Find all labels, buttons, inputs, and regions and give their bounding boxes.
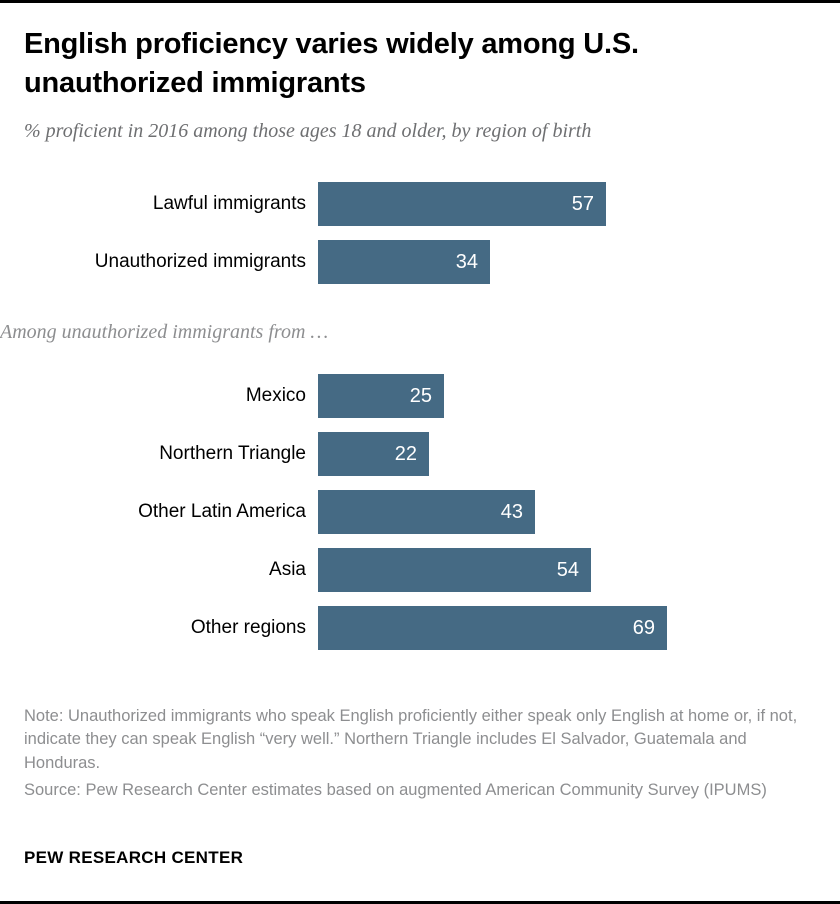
bar-track: 69 [318,606,840,651]
chart-note: Note: Unauthorized immigrants who speak … [24,707,798,772]
bar-row: Northern Triangle 22 [0,432,840,477]
bar[interactable]: 57 [318,182,606,227]
bar[interactable]: 69 [318,606,667,651]
bar[interactable]: 34 [318,240,490,285]
bar-chart-plot-area: Among unauthorized immigrants from … Law… [0,182,840,682]
bar-category-label: Asia [269,559,306,581]
bar-value-label: 43 [500,501,523,524]
chart-source: Source: Pew Research Center estimates ba… [24,781,767,800]
bar-value-label: 34 [455,251,478,274]
bar-category-label: Other regions [190,617,306,639]
bar-value-label: 25 [409,385,432,408]
bar-track: 22 [318,432,840,477]
bar-category-label: Unauthorized immigrants [94,251,306,273]
bar-value-label: 69 [632,617,655,640]
bar-track: 25 [318,374,840,419]
bar-category-label: Other Latin America [138,501,306,523]
bar-row: Unauthorized immigrants 34 [0,240,840,285]
bar-category-label: Mexico [245,385,306,407]
bar-track: 34 [318,240,840,285]
bar-row: Lawful immigrants 57 [0,182,840,227]
page-title: English proficiency varies widely among … [24,28,639,99]
chart-header: English proficiency varies widely among … [0,3,840,144]
group-caption-unauthorized-from: Among unauthorized immigrants from … [0,321,329,344]
bar-category-label: Lawful immigrants [152,193,306,215]
chart-footnotes: Note: Unauthorized immigrants who speak … [24,705,822,803]
bar-track: 43 [318,490,840,535]
bar-row: Mexico 25 [0,374,840,419]
bar-track: 54 [318,548,840,593]
chart-subtitle: % proficient in 2016 among those ages 18… [24,120,592,143]
bar[interactable]: 54 [318,548,591,593]
pew-research-center-brand: PEW RESEARCH CENTER [24,848,244,867]
bar-track: 57 [318,182,840,227]
bar-value-label: 22 [394,443,417,466]
bar-category-label: Northern Triangle [159,443,306,465]
bar-row: Asia 54 [0,548,840,593]
bar[interactable]: 43 [318,490,535,535]
bar-row: Other Latin America 43 [0,490,840,535]
bar-row: Other regions 69 [0,606,840,651]
bar-value-label: 54 [556,559,579,582]
bar-value-label: 57 [571,193,594,216]
bar[interactable]: 22 [318,432,429,477]
bar[interactable]: 25 [318,374,444,419]
